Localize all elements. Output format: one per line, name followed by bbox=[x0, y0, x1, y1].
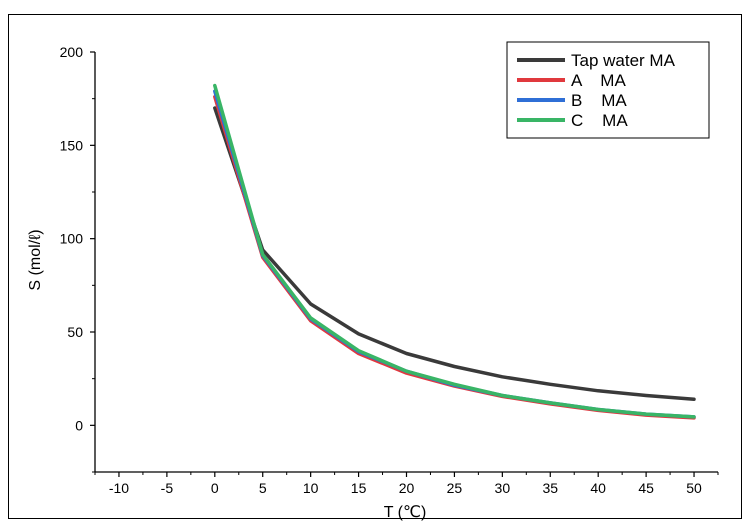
legend-label-2: A MA bbox=[571, 71, 626, 90]
series-line-4 bbox=[213, 83, 696, 419]
legend-label-3: B MA bbox=[571, 91, 627, 110]
x-tick-label: 20 bbox=[399, 480, 415, 496]
x-tick-label: 35 bbox=[542, 480, 558, 496]
series-line-2 bbox=[213, 95, 696, 420]
y-tick-label: 150 bbox=[60, 137, 84, 153]
x-tick-label: 40 bbox=[590, 480, 606, 496]
x-axis-label: T (℃) bbox=[384, 504, 427, 521]
x-tick-label: 15 bbox=[351, 480, 367, 496]
y-tick-label: 100 bbox=[60, 231, 84, 247]
x-tick-label: 5 bbox=[259, 480, 267, 496]
legend-label-4: C MA bbox=[571, 111, 628, 130]
y-tick-label: 0 bbox=[75, 417, 83, 433]
x-tick-label: -5 bbox=[161, 480, 174, 496]
tick-marks bbox=[90, 51, 719, 477]
x-tick-label: 0 bbox=[211, 480, 219, 496]
x-tick-label: 30 bbox=[495, 480, 511, 496]
legend-label-1: Tap water MA bbox=[571, 51, 676, 70]
x-tick-label: 25 bbox=[447, 480, 463, 496]
y-tick-label: 50 bbox=[67, 324, 83, 340]
y-tick-label: 200 bbox=[60, 44, 84, 60]
y-axis-label: S (mol/ℓ) bbox=[27, 229, 44, 290]
x-tick-label: 45 bbox=[638, 480, 654, 496]
series-lines bbox=[213, 83, 696, 420]
x-tick-label: 50 bbox=[686, 480, 702, 496]
series-line-1 bbox=[213, 106, 696, 401]
x-tick-label: -10 bbox=[109, 480, 129, 496]
x-tick-label: 10 bbox=[303, 480, 319, 496]
legend: Tap water MAA MAB MAC MA bbox=[506, 41, 710, 139]
tick-labels: -10 -5 0 5 10 15 20 25 30 35 40 45 50 0 50 100 150 200 bbox=[60, 44, 702, 496]
